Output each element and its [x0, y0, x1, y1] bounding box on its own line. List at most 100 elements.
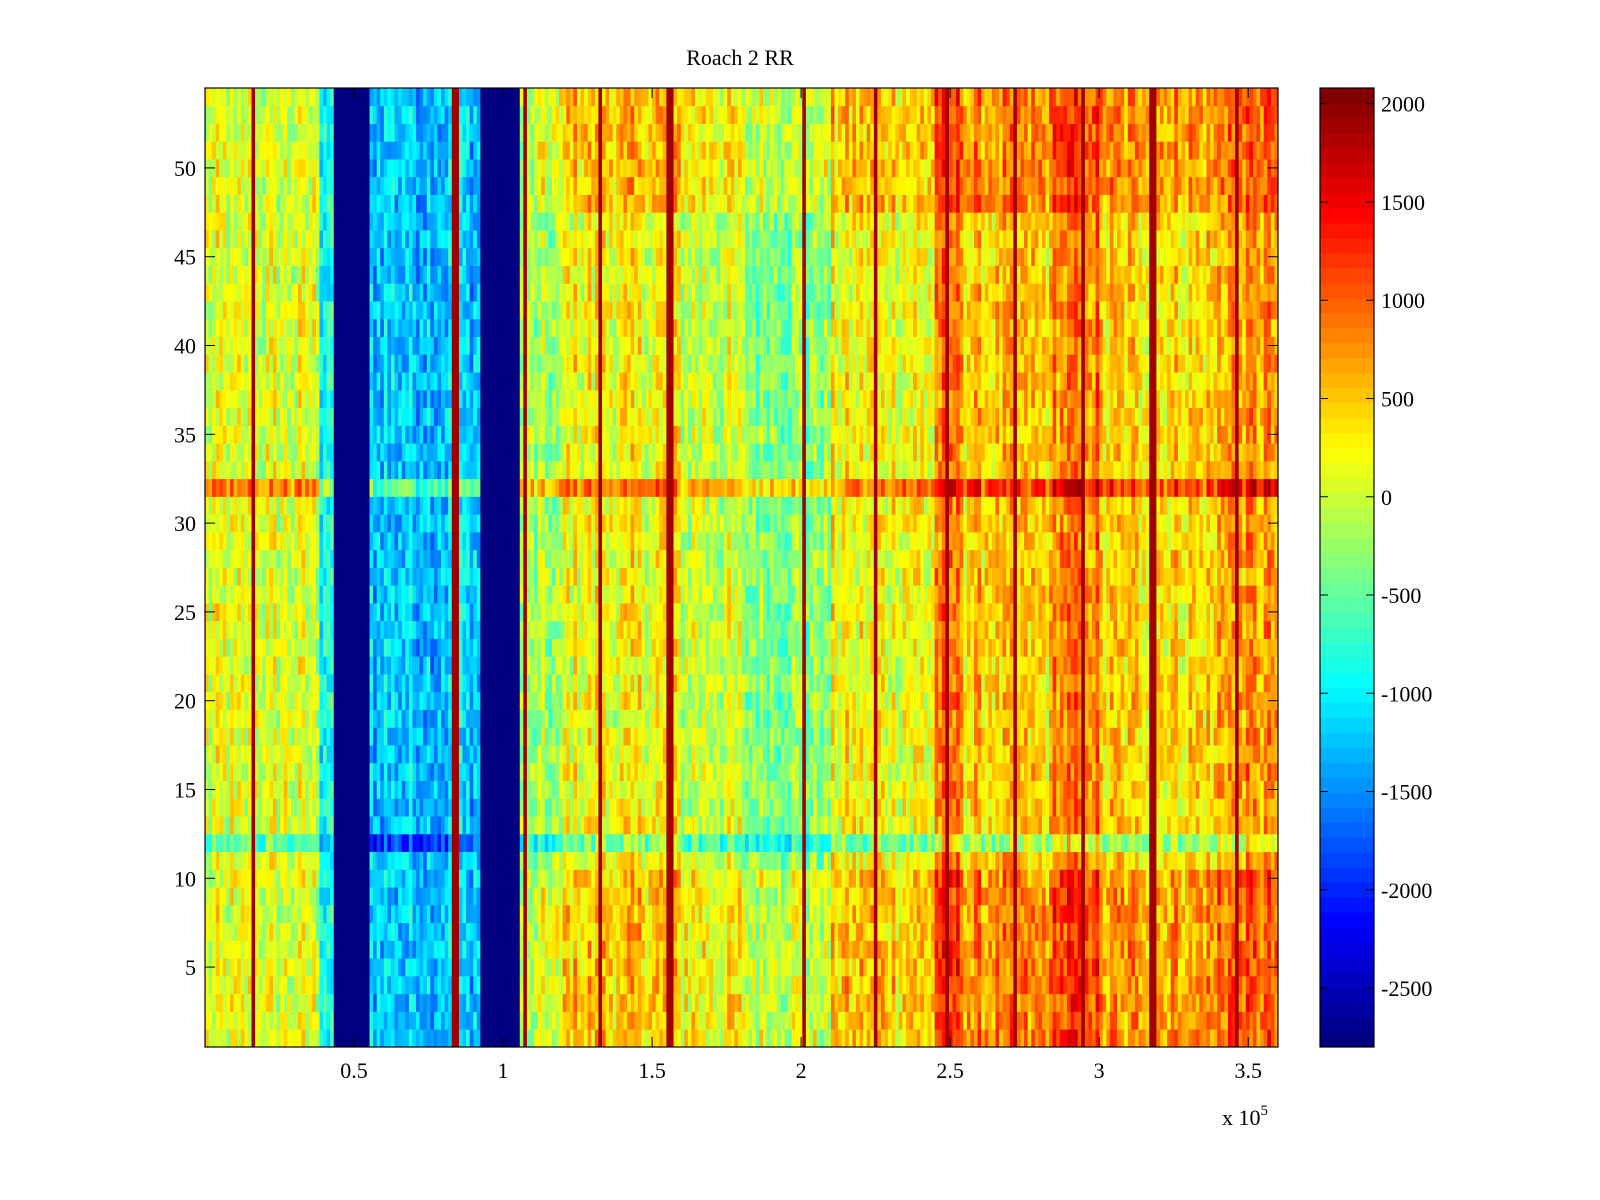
heatmap-cell [319, 301, 324, 320]
heatmap-cell [444, 798, 449, 817]
heatmap-cell [501, 230, 506, 249]
heatmap-cell [469, 496, 474, 515]
heatmap-cell [512, 851, 517, 870]
heatmap-cell [448, 549, 453, 568]
heatmap-cell [419, 230, 424, 249]
heatmap-cell [287, 460, 292, 480]
heatmap-cell [530, 460, 535, 480]
heatmap-cell [205, 194, 209, 213]
heatmap-cell [451, 88, 456, 107]
heatmap-cell [494, 709, 499, 728]
heatmap-cell [405, 745, 410, 764]
heatmap-cell [405, 762, 410, 782]
heatmap-cell [301, 904, 306, 924]
heatmap-cell [290, 230, 295, 249]
heatmap-cell [301, 159, 306, 178]
heatmap-cell [222, 709, 227, 728]
heatmap-cell [208, 141, 213, 160]
heatmap-cell [205, 531, 209, 551]
heatmap-cell [498, 745, 503, 764]
heatmap-cell [226, 851, 231, 870]
heatmap-cell [230, 88, 235, 107]
heatmap-cell [301, 301, 306, 320]
heatmap-cell [294, 478, 299, 497]
heatmap-cell [237, 620, 242, 639]
heatmap-cell [247, 159, 252, 178]
heatmap-cell [430, 762, 435, 782]
heatmap-cell [380, 975, 385, 995]
heatmap-cell [412, 691, 417, 710]
heatmap-cell [412, 638, 417, 657]
heatmap-cell [523, 407, 528, 426]
heatmap-cell [326, 176, 331, 195]
heatmap-cell [290, 780, 295, 799]
heatmap-cell [319, 851, 324, 870]
heatmap-cell [419, 336, 424, 355]
heatmap-cell [308, 709, 313, 728]
heatmap-cell [358, 123, 363, 142]
heatmap-cell [426, 318, 431, 338]
heatmap-cell [215, 478, 220, 497]
heatmap-cell [473, 549, 478, 568]
heatmap-cell [348, 159, 353, 178]
heatmap-cell [251, 780, 256, 799]
heatmap-cell [215, 212, 220, 231]
heatmap-cell [344, 869, 349, 888]
heatmap-cell [301, 318, 306, 338]
heatmap-cell [412, 567, 417, 586]
heatmap-cell [416, 354, 420, 373]
heatmap-cell [355, 247, 360, 266]
heatmap-cell [433, 478, 438, 497]
heatmap-cell [412, 656, 417, 675]
heatmap-cell [512, 585, 517, 604]
heatmap-cell [476, 549, 481, 568]
heatmap-cell [351, 691, 356, 710]
heatmap-cell [351, 283, 356, 302]
heatmap-cell [280, 88, 285, 107]
heatmap-cell [301, 780, 306, 799]
heatmap-cell [205, 123, 209, 142]
heatmap-cell [398, 567, 403, 586]
heatmap-cell [455, 514, 460, 533]
heatmap-cell [280, 301, 285, 320]
heatmap-cell [294, 638, 299, 657]
heatmap-cell [369, 496, 374, 515]
heatmap-cell [444, 212, 449, 231]
heatmap-cell [390, 141, 395, 160]
heatmap-cell [280, 904, 285, 924]
heatmap-cell [387, 798, 392, 817]
heatmap-cell [230, 372, 235, 391]
heatmap-cell [258, 425, 263, 444]
heatmap-cell [423, 283, 428, 302]
heatmap-cell [430, 389, 435, 409]
heatmap-cell [526, 443, 531, 462]
heatmap-cell [476, 283, 481, 302]
heatmap-cell [323, 745, 328, 764]
heatmap-cell [494, 194, 499, 213]
heatmap-cell [308, 372, 313, 391]
heatmap-cell [426, 105, 431, 124]
heatmap-cell [526, 230, 531, 249]
heatmap-cell [401, 230, 406, 249]
heatmap-cell [458, 531, 463, 551]
heatmap-cell [390, 1011, 395, 1030]
heatmap-cell [444, 230, 449, 249]
heatmap-cell [301, 922, 306, 941]
heatmap-cell [255, 567, 260, 586]
heatmap-cell [419, 301, 424, 320]
heatmap-cell [380, 301, 385, 320]
heatmap-cell [458, 105, 463, 124]
heatmap-cell [301, 336, 306, 355]
heatmap-cell [412, 993, 417, 1012]
heatmap-cell [222, 123, 227, 142]
heatmap-cell [355, 159, 360, 178]
heatmap-cell [398, 301, 403, 320]
heatmap-cell [383, 975, 388, 995]
heatmap-cell [387, 958, 392, 977]
heatmap-cell [358, 194, 363, 213]
heatmap-cell [390, 833, 395, 853]
heatmap-cell [408, 780, 413, 799]
heatmap-cell [487, 816, 492, 835]
heatmap-cell [294, 549, 299, 568]
heatmap-cell [530, 603, 535, 622]
